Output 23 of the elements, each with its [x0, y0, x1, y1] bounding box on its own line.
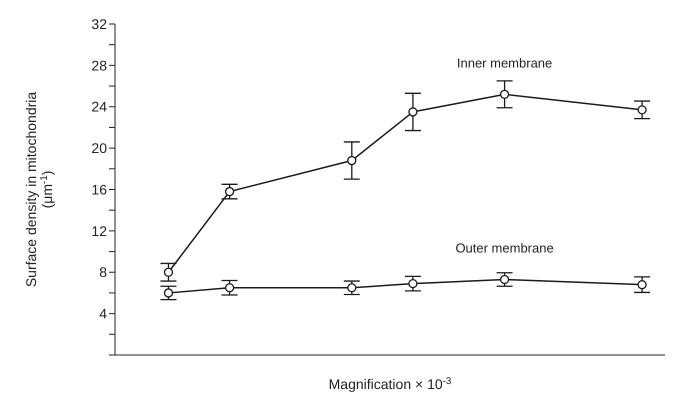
series-label: Outer membrane [455, 240, 554, 256]
point [408, 107, 418, 117]
point [637, 105, 647, 115]
point [164, 268, 174, 277]
point [164, 288, 174, 298]
y-tick-label: 24 [91, 98, 108, 115]
point [637, 280, 647, 290]
text: Inner membrane [456, 55, 552, 70]
point [347, 283, 356, 292]
y-tick-label: 28 [91, 57, 108, 74]
point [500, 274, 510, 284]
y-tick-label: 16 [91, 181, 108, 198]
point [500, 90, 510, 99]
y-tick-label: 20 [91, 140, 108, 156]
y-tick-label: 12 [91, 222, 108, 239]
y-tick-label: 8 [99, 264, 108, 280]
y-tick-label: 32 [91, 16, 108, 32]
point [224, 186, 234, 196]
point [224, 283, 234, 292]
y-tick-label: 4 [99, 306, 108, 322]
x-axis-title: Magnification × 10$^{-3}$ [328, 376, 452, 392]
point [347, 156, 356, 166]
point [408, 278, 418, 288]
